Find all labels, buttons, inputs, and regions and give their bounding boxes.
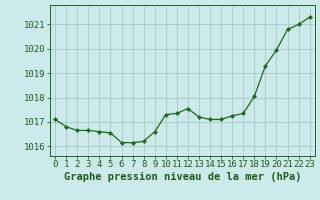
X-axis label: Graphe pression niveau de la mer (hPa): Graphe pression niveau de la mer (hPa)	[64, 172, 301, 182]
